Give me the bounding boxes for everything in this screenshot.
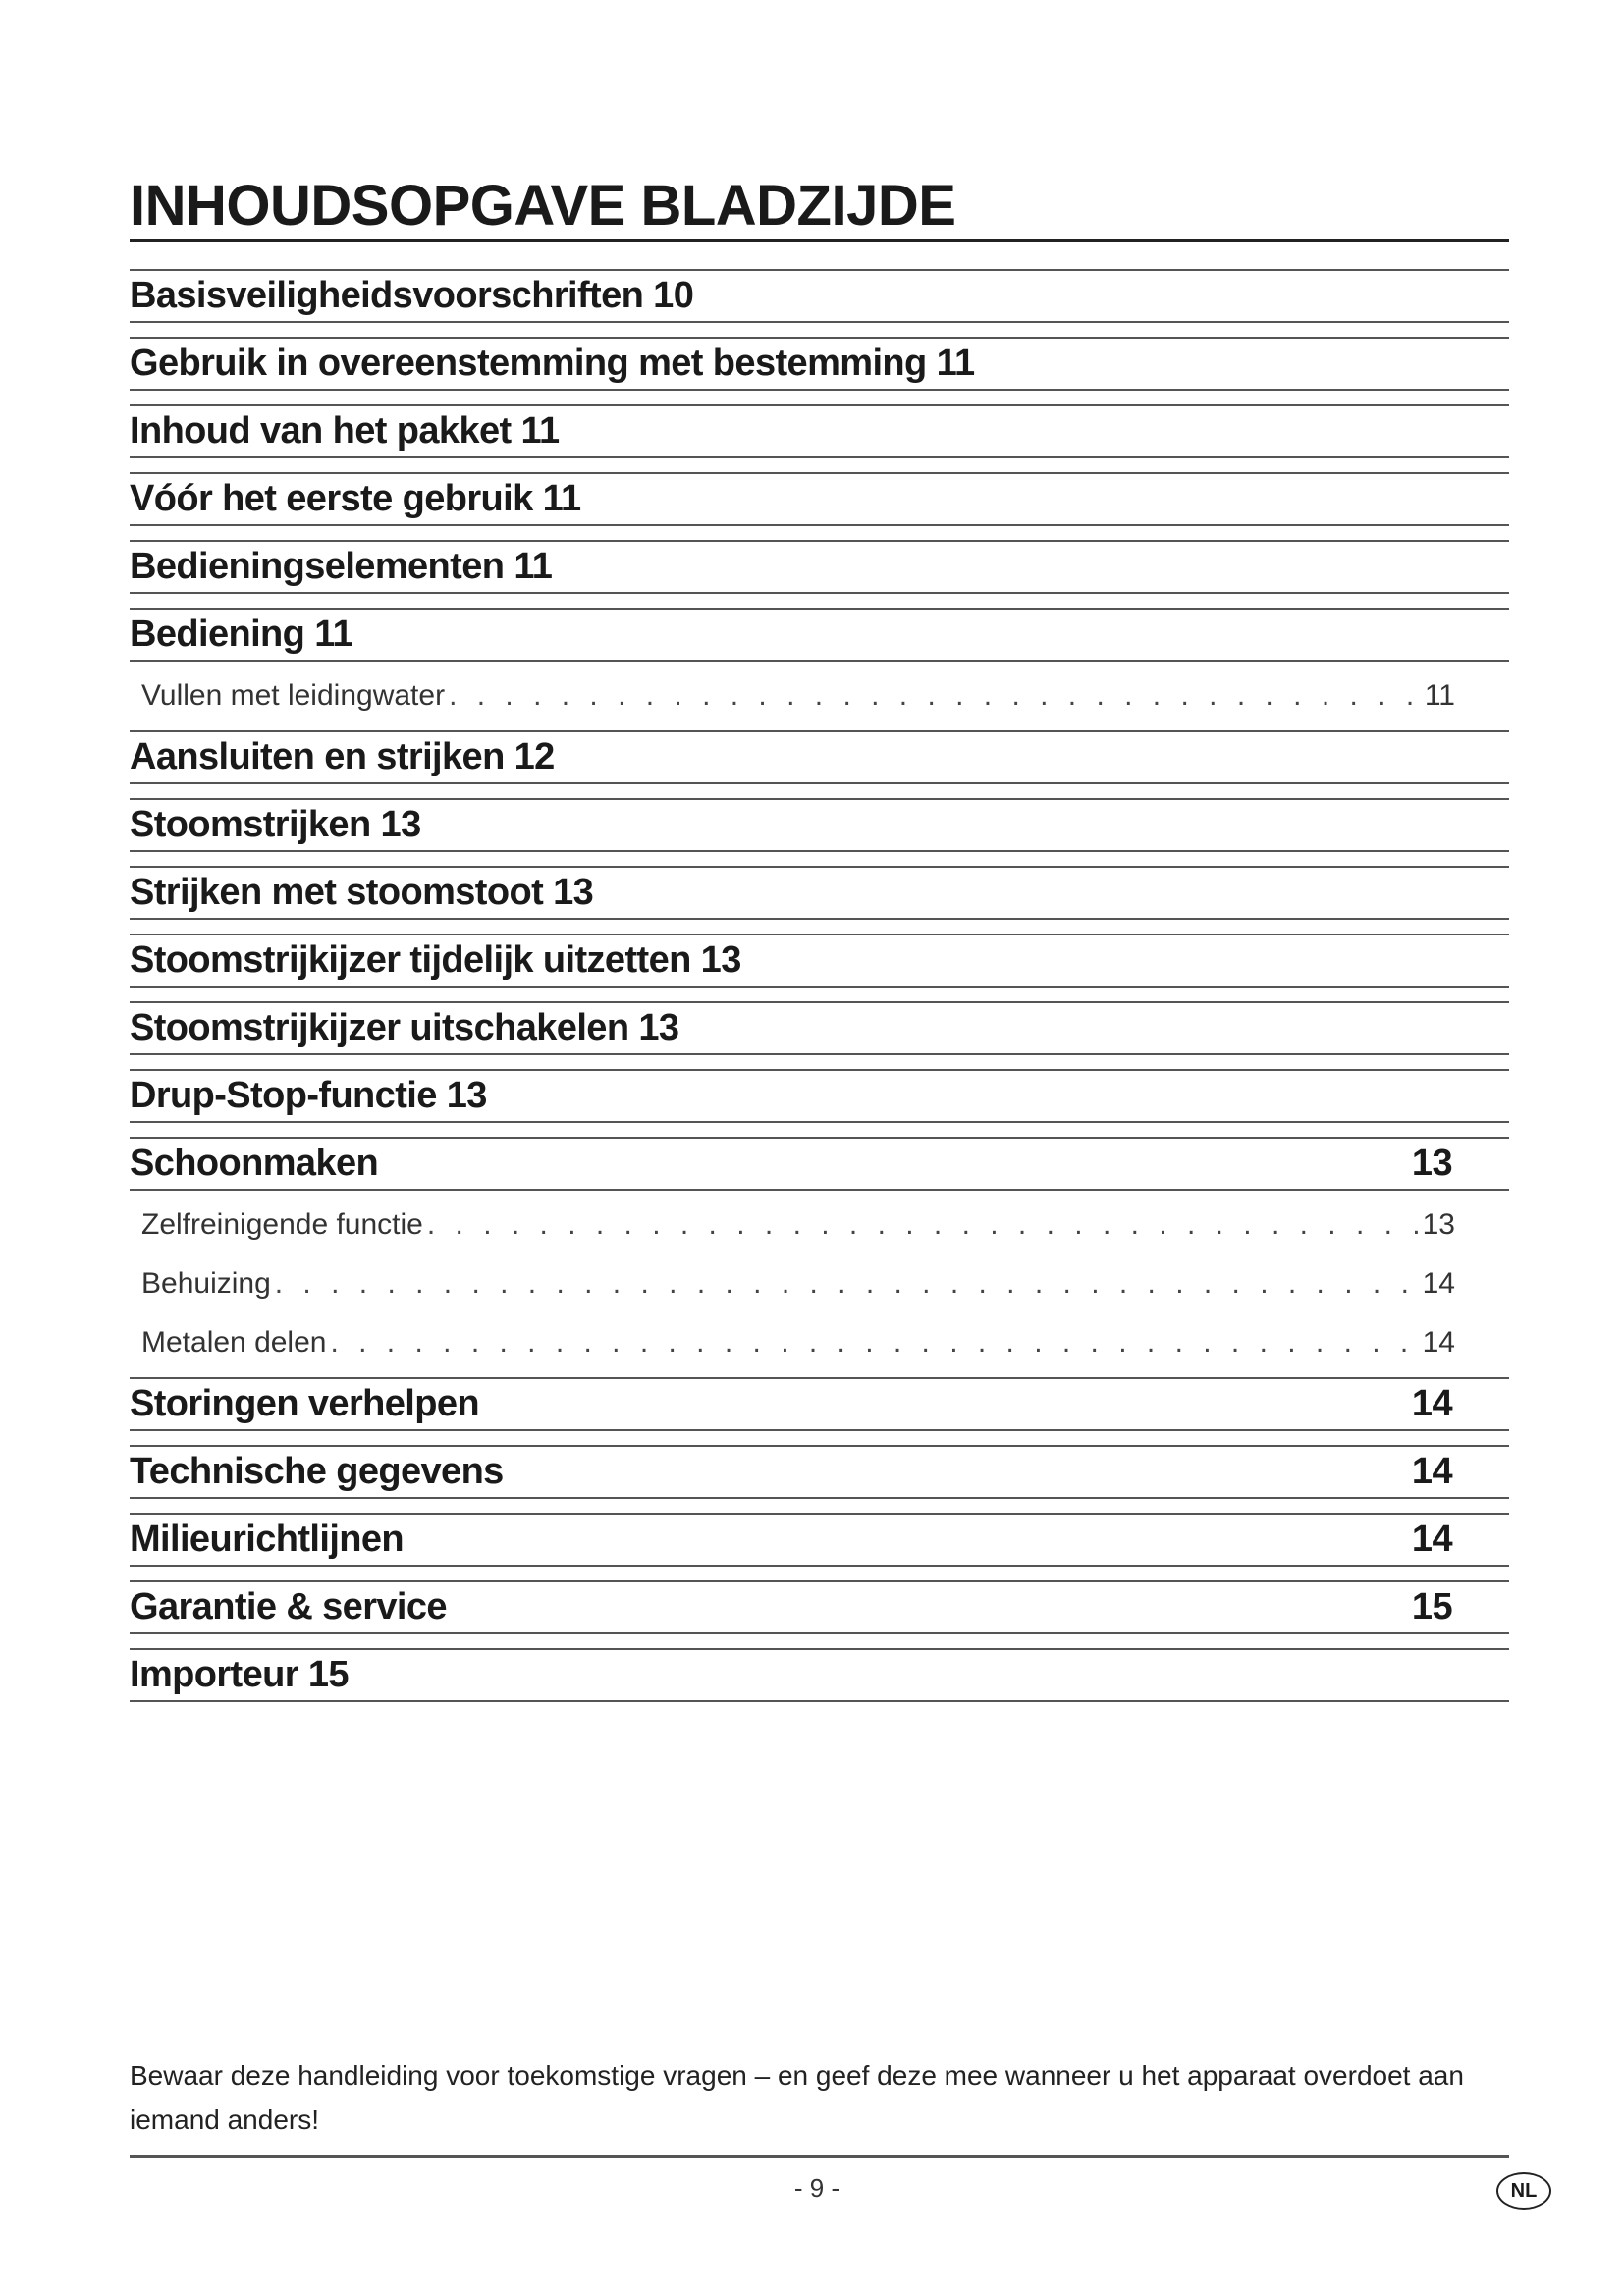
toc-subitem[interactable]: Metalen delen 14 bbox=[130, 1313, 1509, 1372]
toc-heading[interactable]: Stoomstrijken 13 bbox=[130, 798, 1509, 852]
page-number: - 9 - bbox=[793, 2173, 840, 2203]
toc-heading[interactable]: Schoonmaken 13 bbox=[130, 1137, 1509, 1191]
toc-heading[interactable]: Technische gegevens 14 bbox=[130, 1445, 1509, 1499]
toc-subitem-page: 14 bbox=[1422, 1267, 1455, 1300]
toc-heading-page: 14 bbox=[1411, 1519, 1453, 1560]
toc-heading-label: Bedieningselementen 11 bbox=[130, 546, 553, 587]
footer-note: Bewaar deze handleiding voor toekomstige… bbox=[130, 2060, 1464, 2135]
toc-heading[interactable]: Vóór het eerste gebruik 11 bbox=[130, 472, 1509, 526]
toc-heading-label: Aansluiten en strijken 12 bbox=[130, 736, 555, 777]
toc-heading[interactable]: Drup-Stop-functie 13 bbox=[130, 1069, 1509, 1123]
dot-leader bbox=[330, 1326, 1418, 1360]
toc-heading-label: Stoomstrijkijzer tijdelijk uitzetten 13 bbox=[130, 939, 741, 981]
table-of-contents: Basisveiligheidsvoorschriften 10 Gebruik … bbox=[130, 269, 1509, 1716]
toc-subitem-page: 13 bbox=[1422, 1208, 1455, 1241]
toc-heading-page: 13 bbox=[1411, 1143, 1453, 1184]
toc-heading[interactable]: Gebruik in overeenstemming met bestemmin… bbox=[130, 337, 1509, 391]
toc-heading-label: Milieurichtlijnen bbox=[130, 1519, 405, 1560]
toc-heading[interactable]: Bediening 11 bbox=[130, 608, 1509, 662]
toc-heading-page: 14 bbox=[1411, 1383, 1453, 1424]
toc-subitem-label: Vullen met leidingwater bbox=[141, 679, 446, 712]
toc-subitem[interactable]: Vullen met leidingwater 11 bbox=[130, 667, 1509, 725]
toc-heading-label: Importeur 15 bbox=[130, 1654, 350, 1695]
page-title: INHOUDSOPGAVE BLADZIJDE bbox=[130, 174, 956, 238]
toc-subitems: Vullen met leidingwater 11 bbox=[130, 667, 1509, 725]
toc-subitem-label: Zelfreinigende functie bbox=[141, 1208, 423, 1241]
toc-heading-page: 15 bbox=[1411, 1586, 1453, 1628]
toc-subitem[interactable]: Zelfreinigende functie 13 bbox=[130, 1196, 1509, 1255]
footer-divider bbox=[130, 2155, 1509, 2158]
toc-subitem-label: Metalen delen bbox=[141, 1326, 327, 1359]
toc-heading-label: Stoomstrijkijzer uitschakelen 13 bbox=[130, 1007, 679, 1048]
toc-subitem-page: 11 bbox=[1424, 679, 1455, 712]
title-divider bbox=[130, 239, 1509, 242]
toc-heading-label: Basisveiligheidsvoorschriften 10 bbox=[130, 275, 694, 316]
toc-heading[interactable]: Garantie & service 15 bbox=[130, 1580, 1509, 1634]
toc-heading[interactable]: Milieurichtlijnen 14 bbox=[130, 1513, 1509, 1567]
toc-heading[interactable]: Strijken met stoomstoot 13 bbox=[130, 866, 1509, 920]
toc-subitem[interactable]: Behuizing 14 bbox=[130, 1255, 1509, 1313]
dot-leader bbox=[449, 679, 1421, 713]
language-badge: NL bbox=[1496, 2172, 1551, 2210]
toc-heading[interactable]: Aansluiten en strijken 12 bbox=[130, 730, 1509, 784]
toc-heading[interactable]: Storingen verhelpen 14 bbox=[130, 1377, 1509, 1431]
toc-heading-label: Gebruik in overeenstemming met bestemmin… bbox=[130, 343, 975, 384]
toc-subitem-page: 14 bbox=[1422, 1326, 1455, 1359]
toc-subitem-label: Behuizing bbox=[141, 1267, 271, 1300]
toc-heading[interactable]: Importeur 15 bbox=[130, 1648, 1509, 1702]
toc-heading[interactable]: Stoomstrijkijzer tijdelijk uitzetten 13 bbox=[130, 934, 1509, 988]
toc-heading-label: Technische gegevens bbox=[130, 1451, 504, 1492]
toc-heading-label: Garantie & service bbox=[130, 1586, 448, 1628]
toc-heading-label: Stoomstrijken 13 bbox=[130, 804, 421, 845]
toc-heading-label: Inhoud van het pakket 11 bbox=[130, 410, 560, 452]
toc-heading[interactable]: Basisveiligheidsvoorschriften 10 bbox=[130, 269, 1509, 323]
toc-heading[interactable]: Inhoud van het pakket 11 bbox=[130, 404, 1509, 458]
toc-heading-page: 14 bbox=[1411, 1451, 1453, 1492]
toc-heading[interactable]: Stoomstrijkijzer uitschakelen 13 bbox=[130, 1001, 1509, 1055]
toc-heading-label: Vóór het eerste gebruik 11 bbox=[130, 478, 581, 519]
toc-heading-label: Schoonmaken bbox=[130, 1143, 379, 1184]
toc-heading-label: Drup-Stop-functie 13 bbox=[130, 1075, 487, 1116]
dot-leader bbox=[275, 1267, 1419, 1301]
toc-heading-label: Bediening 11 bbox=[130, 614, 353, 655]
toc-subitems: Zelfreinigende functie13Behuizing14Metal… bbox=[130, 1196, 1509, 1372]
dot-leader bbox=[427, 1208, 1419, 1242]
toc-heading-label: Strijken met stoomstoot 13 bbox=[130, 872, 594, 913]
toc-heading[interactable]: Bedieningselementen 11 bbox=[130, 540, 1509, 594]
toc-heading-label: Storingen verhelpen bbox=[130, 1383, 480, 1424]
